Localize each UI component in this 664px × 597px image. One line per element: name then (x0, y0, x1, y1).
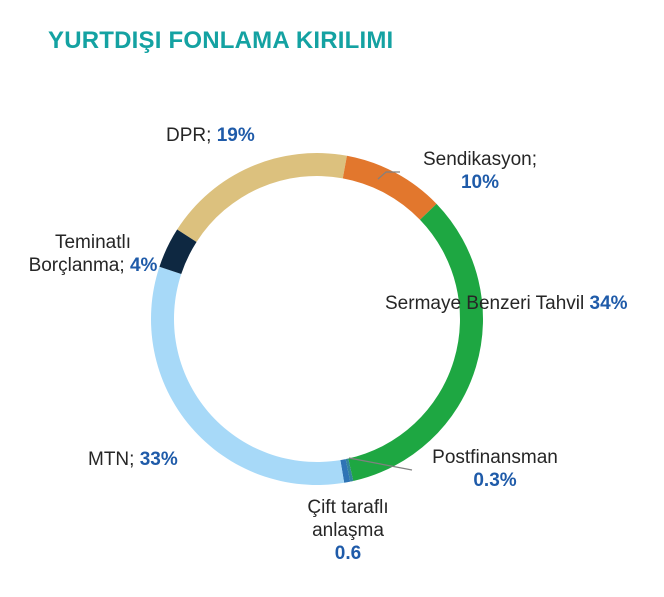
label-teminatli-line1: Teminatlı (54, 232, 132, 253)
label-dpr-value: 19% (216, 125, 255, 146)
donut-segment-sendikasyon (342, 155, 437, 220)
label-postfinansman-value: 0.3% (473, 470, 517, 491)
label-mtn-name: MTN; (88, 449, 135, 470)
label-postfinansman: Postfinansman 0.3% (421, 446, 569, 492)
label-cift-value: 0.6 (334, 543, 362, 564)
donut-segment-mtn (150, 266, 345, 486)
label-mtn-value: 33% (139, 449, 178, 470)
label-teminatli-name: Borçlanma; (28, 255, 125, 276)
donut-segment-teminatli-borclanma (159, 229, 197, 275)
leader-line-sendikasyon (377, 171, 400, 180)
leader-line-postfinansman (348, 457, 413, 471)
donut-segment-cift-tarafli-anlasma (340, 459, 351, 483)
label-mtn: MTN; 33% (88, 448, 178, 471)
label-cift-tarafli-anlasma: Çift taraflı anlaşma 0.6 (292, 496, 404, 565)
label-teminatli-value: 4% (129, 255, 158, 276)
label-sendikasyon: Sendikasyon; 10% (416, 148, 544, 194)
donut-segment-dpr (177, 152, 347, 242)
donut-segment-postfinansman (345, 458, 354, 482)
label-teminatli-borclanma: Teminatlı Borçlanma; 4% (20, 231, 166, 277)
label-dpr: DPR; 19% (166, 124, 255, 147)
label-cift-line2: anlaşma (312, 520, 384, 541)
label-sendikasyon-value: 10% (460, 172, 500, 193)
donut-segment-sermaye-benzeri-tahvil (348, 203, 484, 481)
donut-segments (150, 152, 484, 486)
label-teminatli-line2: Borçlanma; 4% (20, 254, 166, 277)
label-cift-line1: Çift taraflı (307, 497, 389, 518)
label-sermaye-benzeri-tahvil: Sermaye Benzeri Tahvil 34% (385, 292, 628, 315)
label-dpr-name: DPR; (166, 125, 212, 146)
label-sermaye-name: Sermaye Benzeri Tahvil (385, 293, 585, 314)
page-title: YURTDIŞI FONLAMA KIRILIMI (48, 27, 394, 54)
label-postfinansman-name: Postfinansman (432, 447, 558, 468)
label-sendikasyon-name: Sendikasyon; (422, 149, 538, 170)
label-sermaye-value: 34% (589, 293, 628, 314)
